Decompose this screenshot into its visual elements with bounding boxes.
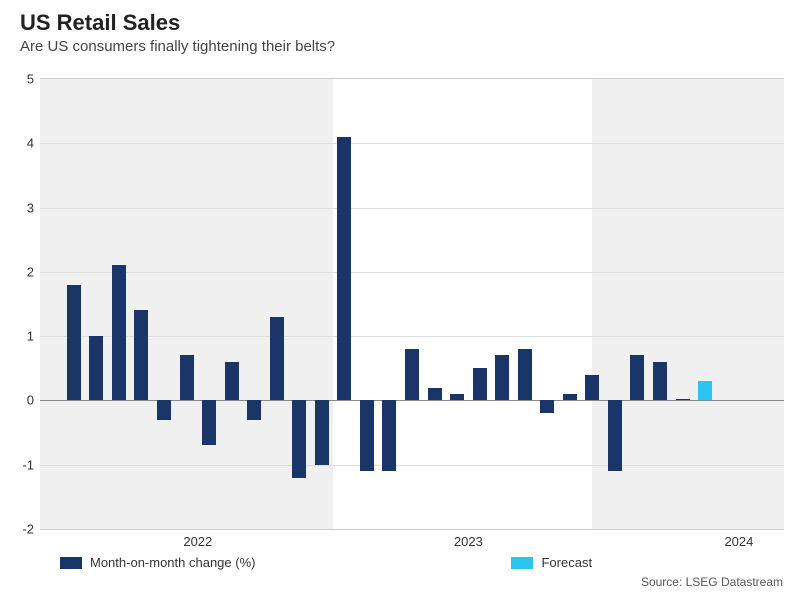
bar-actual <box>428 388 442 401</box>
legend-swatch-forecast <box>511 557 533 569</box>
chart-source: Source: LSEG Datastream <box>641 575 783 589</box>
gridline <box>40 336 784 337</box>
bar-actual <box>676 399 690 401</box>
bar-actual <box>157 400 171 419</box>
bar-actual <box>630 355 644 400</box>
chart-legend: Month-on-month change (%) Forecast <box>60 555 592 570</box>
bar-actual <box>112 265 126 400</box>
bar-actual <box>450 394 464 400</box>
bar-actual <box>225 362 239 401</box>
bar-actual <box>247 400 261 419</box>
bar-actual <box>360 400 374 471</box>
bar-forecast <box>698 381 712 400</box>
legend-swatch-actual <box>60 557 82 569</box>
bar-actual <box>270 317 284 401</box>
chart-subtitle: Are US consumers finally tightening thei… <box>20 38 335 55</box>
x-tick-label: 2024 <box>724 534 753 549</box>
bar-actual <box>315 400 329 464</box>
bar-actual <box>608 400 622 471</box>
y-tick-label: 3 <box>27 200 34 215</box>
bar-actual <box>518 349 532 400</box>
y-tick-label: 1 <box>27 329 34 344</box>
gridline <box>40 272 784 273</box>
gridline <box>40 143 784 144</box>
gridline <box>40 400 784 401</box>
x-tick-label: 2023 <box>454 534 483 549</box>
bar-actual <box>473 368 487 400</box>
y-tick-label: 2 <box>27 264 34 279</box>
plot-shade <box>40 79 333 529</box>
y-tick-label: -1 <box>22 457 34 472</box>
bar-actual <box>563 394 577 400</box>
y-tick-label: 0 <box>27 393 34 408</box>
bar-actual <box>89 336 103 400</box>
gridline <box>40 465 784 466</box>
bar-actual <box>337 137 351 401</box>
legend-label-forecast: Forecast <box>541 555 592 570</box>
legend-label-actual: Month-on-month change (%) <box>90 555 255 570</box>
bar-actual <box>405 349 419 400</box>
bar-actual <box>292 400 306 477</box>
bar-actual <box>495 355 509 400</box>
bar-actual <box>540 400 554 413</box>
bar-actual <box>382 400 396 471</box>
gridline <box>40 208 784 209</box>
bar-actual <box>585 375 599 401</box>
chart-title: US Retail Sales <box>20 10 180 36</box>
chart-plot-area: -2-1012345202220232024 <box>40 78 784 530</box>
bar-actual <box>180 355 194 400</box>
y-tick-label: 5 <box>27 72 34 87</box>
bar-actual <box>202 400 216 445</box>
bar-actual <box>653 362 667 401</box>
x-tick-label: 2022 <box>183 534 212 549</box>
bar-actual <box>67 285 81 401</box>
bar-actual <box>134 310 148 400</box>
y-tick-label: 4 <box>27 136 34 151</box>
y-tick-label: -2 <box>22 522 34 537</box>
